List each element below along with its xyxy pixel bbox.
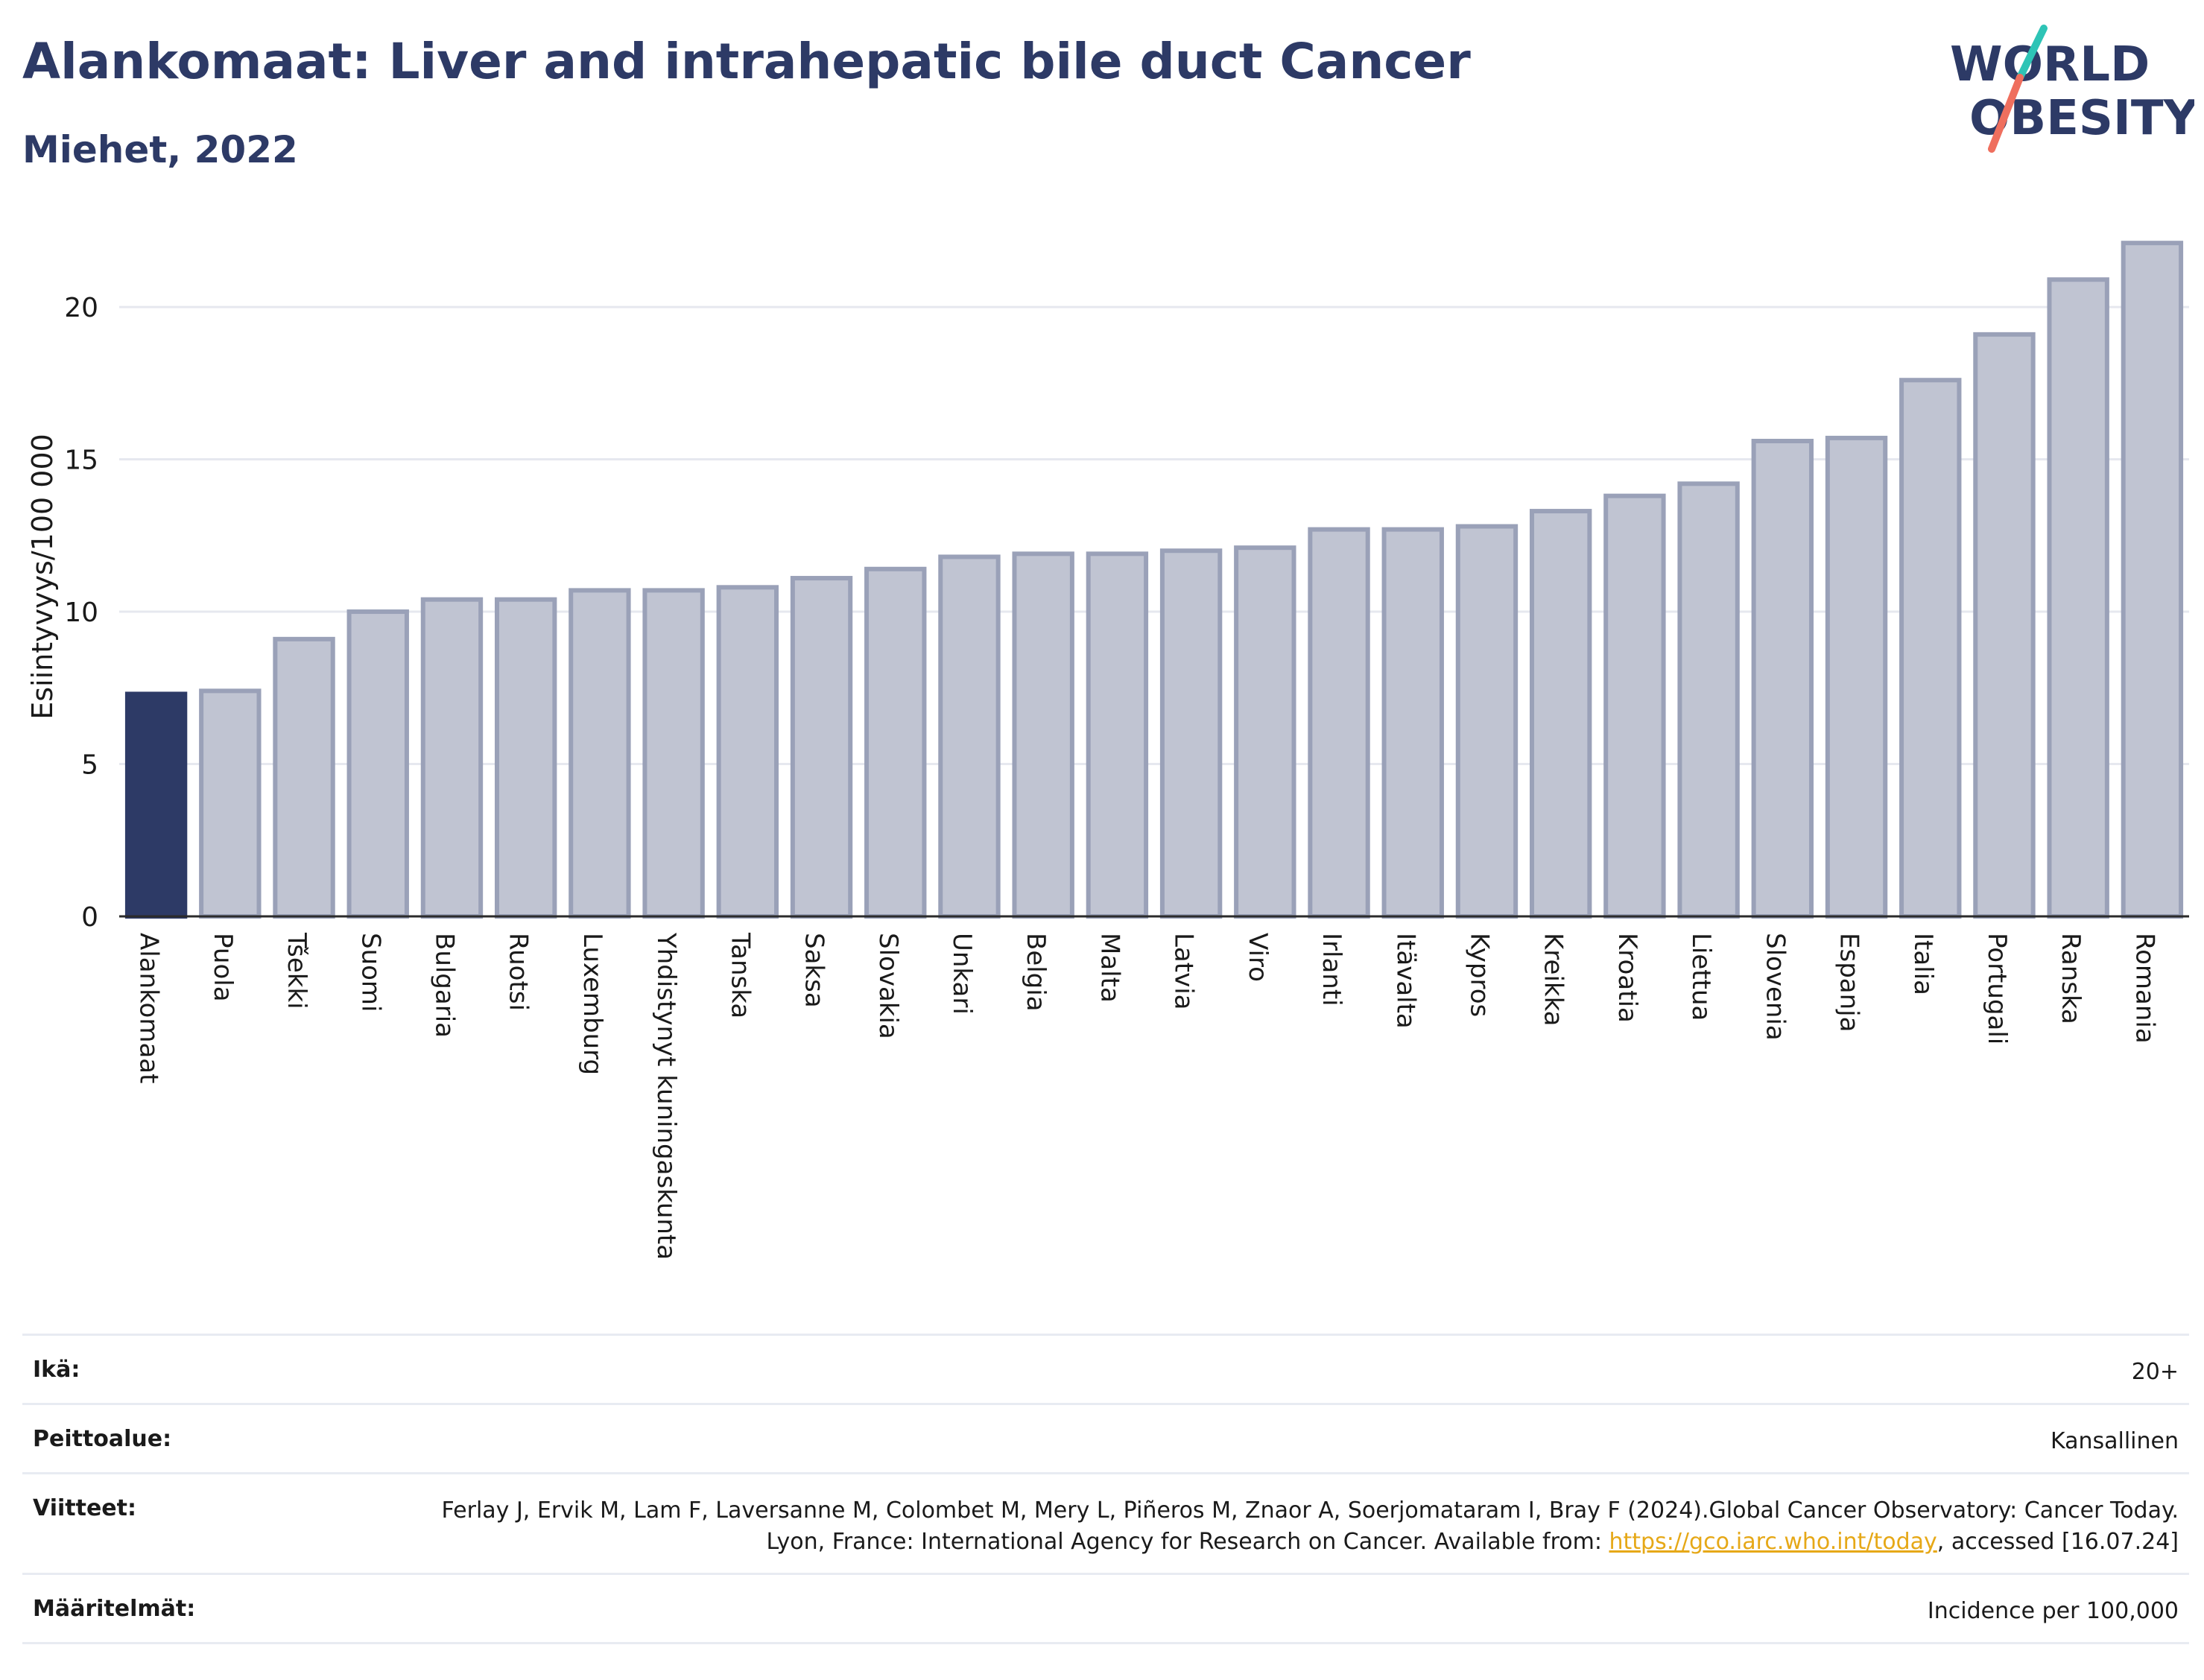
bar-tšekki <box>273 636 335 919</box>
bar-alankomaat <box>124 691 188 919</box>
x-tick-label: Tšekki <box>282 932 311 1009</box>
bar-puola <box>199 688 262 919</box>
bar-viro <box>1234 545 1296 919</box>
x-tick-label: Saksa <box>799 933 829 1008</box>
bar-kypros <box>1455 524 1519 919</box>
x-tick-label: Unkari <box>947 933 977 1015</box>
references-text-1: Ferlay J, Ervik M, Lam F, Laversanne M, … <box>441 1497 2179 1555</box>
bar-bulgaria <box>420 597 484 919</box>
y-tick-label: 0 <box>81 902 98 933</box>
x-tick-label: Suomi <box>355 933 385 1012</box>
bar-itävalta <box>1381 527 1444 919</box>
x-tick-label: Slovenia <box>1760 933 1790 1041</box>
logo-text-world: WORLD <box>1950 37 2150 92</box>
bar-unkari <box>938 554 1001 919</box>
references-label: Viitteet: <box>33 1495 136 1521</box>
bar-saksa <box>790 576 853 919</box>
bar-liettua <box>1677 481 1740 919</box>
x-tick-label: Belgia <box>1021 933 1051 1012</box>
x-tick-label: Slovakia <box>873 933 903 1039</box>
definitions-label: Määritelmät: <box>33 1596 196 1622</box>
x-tick-label: Alankomaat <box>134 933 164 1084</box>
bar-latvia <box>1159 548 1223 919</box>
bar-kreikka <box>1529 509 1592 919</box>
x-tick-label: Portugali <box>1982 933 2012 1045</box>
logo-slash-teal <box>2016 25 2048 81</box>
page-subtitle: Miehet, 2022 <box>22 128 298 171</box>
x-tick-label: Puola <box>208 933 238 1002</box>
world-obesity-logo: WORLD OBESITY <box>1950 25 2194 153</box>
y-tick-label: 15 <box>64 446 98 476</box>
bar-romania <box>2121 241 2184 919</box>
x-tick-label: Latvia <box>1169 933 1199 1010</box>
bar-luxemburg <box>569 588 631 919</box>
x-tick-label: Bulgaria <box>429 933 459 1038</box>
x-tick-label: Espanja <box>1834 933 1864 1032</box>
x-tick-label: Malta <box>1095 933 1124 1003</box>
y-tick-label: 10 <box>64 597 98 628</box>
references-link[interactable]: https://gco.iarc.who.int/today <box>1609 1529 1937 1555</box>
y-axis-label: Esiintyvyys/100 000 <box>26 434 59 720</box>
x-tick-label: Itävalta <box>1390 933 1420 1029</box>
x-tick-label: Italia <box>1908 933 1938 995</box>
age-value: 20+ <box>2131 1359 2179 1385</box>
coverage-value: Kansallinen <box>2050 1428 2179 1454</box>
info-row-definitions: Määritelmät: Incidence per 100,000 <box>22 1573 2189 1644</box>
info-table: Ikä: 20+ Peittoalue: Kansallinen Viittee… <box>22 1334 2189 1644</box>
x-tick-label: Ranska <box>2056 933 2086 1024</box>
x-tick-label: Kroatia <box>1612 933 1642 1023</box>
bar-irlanti <box>1308 527 1370 919</box>
bar-malta <box>1086 551 1149 919</box>
bar-espanja <box>1825 435 1888 919</box>
x-tick-label: Viro <box>1243 933 1273 982</box>
references-text-2: , accessed [16.07.24] <box>1937 1529 2179 1555</box>
x-tick-label: Kreikka <box>1539 933 1568 1027</box>
references-value: Ferlay J, Ervik M, Lam F, Laversanne M, … <box>390 1495 2179 1558</box>
x-tick-label: Luxemburg <box>577 933 607 1075</box>
x-axis-ticks: Alankomaat Puola Tšekki Suomi Bulgaria Ruotsi… <box>134 932 2160 1260</box>
info-row-coverage: Peittoalue: Kansallinen <box>22 1403 2189 1472</box>
age-label: Ikä: <box>33 1357 80 1383</box>
x-tick-label: Tanska <box>725 932 755 1018</box>
x-tick-label: Ruotsi <box>504 933 533 1011</box>
definitions-value: Incidence per 100,000 <box>1927 1598 2179 1624</box>
chart-bars <box>124 241 2184 919</box>
x-tick-label: Irlanti <box>1317 933 1346 1007</box>
x-tick-label: Yhdistynyt kuningaskunta <box>651 932 681 1260</box>
coverage-label: Peittoalue: <box>33 1426 172 1452</box>
x-tick-label: Kypros <box>1464 933 1494 1017</box>
x-tick-label: Liettua <box>1686 933 1716 1021</box>
bar-slovakia <box>864 566 927 919</box>
page-title: Alankomaat: Liver and intrahepatic bile … <box>22 33 1471 90</box>
bar-italia <box>1899 378 1962 919</box>
info-row-references: Viitteet: Ferlay J, Ervik M, Lam F, Lave… <box>22 1472 2189 1573</box>
y-axis-ticks: 0 5 10 15 20 <box>64 293 98 933</box>
bar-chart: 0 5 10 15 20 Alankomaat Puola Tšekki Suomi Bulga… <box>26 241 2189 1260</box>
y-tick-label: 20 <box>64 293 98 323</box>
info-row-age: Ikä: 20+ <box>22 1334 2189 1403</box>
bar-belgia <box>1012 551 1074 919</box>
bar-ranska <box>2047 277 2109 919</box>
logo-slash-coral <box>1988 74 2024 153</box>
y-tick-label: 5 <box>81 750 98 781</box>
bar-portugali <box>1973 332 2036 919</box>
bar-slovenia <box>1751 439 1814 919</box>
bar-kroatia <box>1603 493 1666 919</box>
bar-yhdistynyt-kuningaskunta <box>642 588 705 919</box>
bar-tanska <box>716 585 779 919</box>
bar-suomi <box>346 609 409 919</box>
x-tick-label: Romania <box>2129 933 2159 1044</box>
bar-ruotsi <box>494 597 557 919</box>
